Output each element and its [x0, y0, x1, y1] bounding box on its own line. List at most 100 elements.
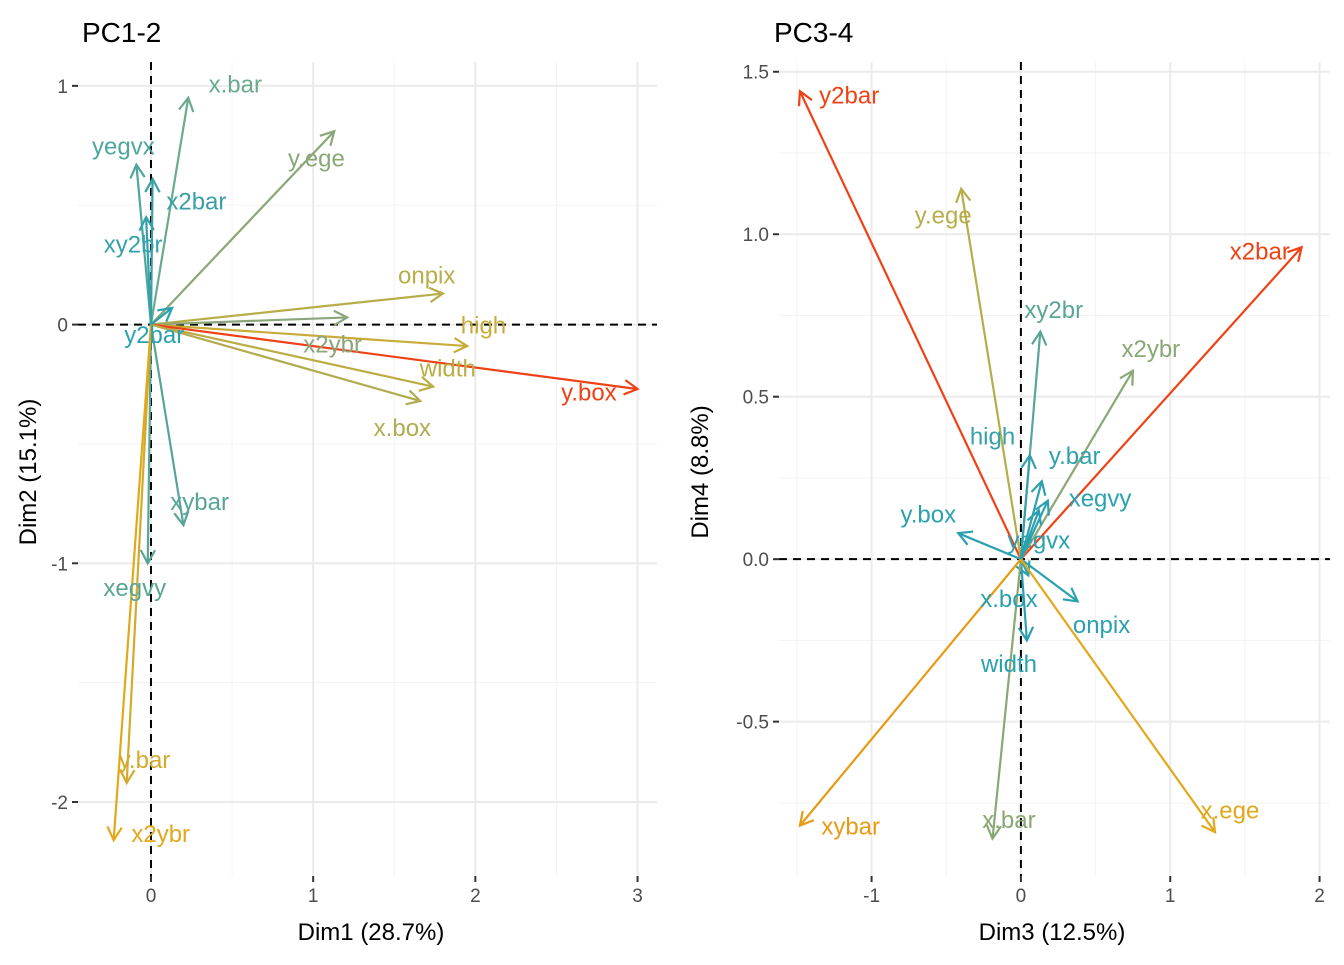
variable-label: y.ege — [915, 203, 972, 230]
y-tick-label: -2 — [51, 793, 68, 814]
panel-title: PC3-4 — [774, 17, 853, 48]
arrow-shaft — [145, 217, 153, 325]
variable-label: y.box — [901, 502, 957, 529]
x-tick-label: 1 — [308, 886, 319, 907]
arrow-xybar — [149, 324, 190, 528]
arrow-shaft — [125, 324, 153, 783]
arrow-shaft — [149, 178, 154, 325]
variable-label: xy2br — [1024, 297, 1083, 324]
arrow-shaft — [135, 164, 153, 325]
arrow-head — [119, 768, 136, 786]
arrow-shaft — [150, 323, 421, 403]
variable-label: y2bar — [124, 322, 184, 349]
arrow-head — [144, 176, 161, 193]
arrow-shaft — [150, 323, 638, 391]
variable-label: x.box — [980, 586, 1037, 613]
arrow-head — [139, 549, 157, 566]
arrow-head — [405, 389, 423, 406]
arrow-high — [1019, 452, 1037, 560]
arrow-head — [1201, 817, 1217, 835]
variable-label: onpix — [1073, 612, 1130, 639]
variable-label: width — [980, 651, 1037, 678]
arrow-shaft — [149, 97, 190, 325]
x-tick-label: 0 — [146, 886, 157, 907]
variable-label: xegvy — [103, 575, 166, 602]
arrow-x2ybr — [1019, 368, 1135, 560]
variable-label: high — [970, 424, 1015, 451]
arrow-head — [1062, 587, 1080, 603]
arrow-head — [1031, 329, 1048, 346]
arrow-x.box — [150, 323, 423, 406]
axis-ticks: 0 1 2 3 -2 -1 0 1 — [51, 77, 643, 907]
variable-label: y.ege — [288, 145, 345, 172]
arrow-head — [1287, 245, 1304, 263]
arrow-head — [428, 286, 446, 303]
arrow-head — [173, 510, 190, 528]
arrow-xegvy — [139, 324, 157, 566]
arrow-head — [797, 89, 813, 107]
arrow-shaft — [150, 323, 434, 388]
arrow-shaft — [112, 324, 153, 841]
arrow-shaft — [960, 188, 1022, 560]
y-tick-label: 1.0 — [743, 225, 769, 246]
arrow-shaft — [1019, 370, 1134, 560]
arrow-y.box — [150, 323, 640, 396]
arrow-head — [319, 129, 336, 147]
arrow-shaft — [1019, 559, 1028, 641]
arrow-head — [798, 810, 815, 828]
arrow-head — [106, 826, 123, 843]
variable-label: onpix — [398, 262, 455, 289]
arrow-y.bar — [1019, 478, 1047, 560]
y-axis-title: Dim2 (15.1%) — [15, 399, 42, 546]
variable-label: x2ybr — [131, 821, 190, 848]
x-tick-label: 1 — [1165, 886, 1176, 907]
arrow-y.ege — [955, 186, 1022, 560]
arrow-head — [1030, 478, 1047, 497]
variable-label: x.bar — [209, 71, 262, 98]
panel-pc3-4: PC3-4 Dim3 (12.5%) Dim4 (8.8%) -1 0 1 2 -0.5… — [687, 17, 1330, 946]
x-tick-label: 2 — [470, 886, 481, 907]
panel-title: PC1-2 — [82, 17, 161, 48]
arrow-onpix — [1020, 558, 1080, 603]
arrow-head — [955, 186, 972, 204]
arrow-width — [150, 323, 436, 392]
variable-label: y2bar — [819, 82, 879, 109]
y-tick-label: 0.0 — [743, 550, 769, 571]
variable-label: xegvy — [1069, 485, 1132, 512]
arrow-head — [956, 530, 974, 546]
arrow-y.ege — [150, 129, 336, 326]
arrow-shaft — [150, 323, 468, 348]
y-tick-label: 1 — [57, 77, 68, 98]
arrow-shaft — [991, 559, 1022, 839]
y-tick-label: 1.5 — [743, 63, 769, 84]
arrow-head — [1017, 626, 1035, 643]
arrow-xybar — [798, 558, 1022, 828]
arrow-shaft — [150, 307, 173, 326]
variable-label: xybar — [170, 489, 229, 516]
arrow-head — [1035, 498, 1050, 516]
variable-label: yegvx — [1007, 528, 1070, 555]
arrow-shaft — [1020, 246, 1303, 560]
arrow-x2ybr — [106, 324, 153, 843]
variable-labels: y2bar y.ege x2bar xy2br x2ybr high y.bar xegvy y… — [819, 82, 1290, 840]
variable-label: xy2br — [104, 231, 163, 258]
arrow-shaft — [1019, 480, 1043, 560]
arrow-shaft — [1020, 558, 1079, 603]
arrow-shaft — [149, 324, 185, 526]
arrow-shaft — [150, 130, 336, 326]
arrow-shaft — [1019, 510, 1040, 560]
variable-label: y.box — [561, 379, 617, 406]
arrow-shaft — [150, 292, 444, 326]
arrow-head — [985, 824, 1002, 841]
arrow-head — [1026, 508, 1043, 526]
x-axis-title: Dim1 (28.7%) — [298, 919, 445, 946]
x-axis-title: Dim3 (12.5%) — [979, 919, 1126, 946]
arrow-shaft — [150, 316, 348, 326]
variable-label: x.ege — [1201, 797, 1260, 824]
variable-label: yegvx — [92, 134, 155, 161]
variable-label: x.bar — [982, 807, 1035, 834]
arrow-head — [178, 95, 195, 113]
